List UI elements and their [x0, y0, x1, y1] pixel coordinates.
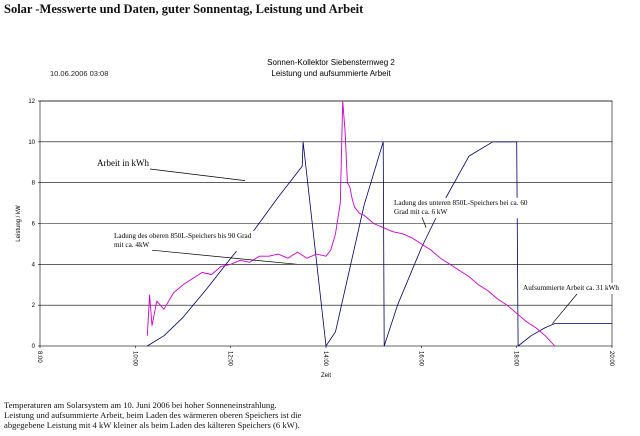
- axes: [38, 100, 613, 348]
- x-axis-label: Zeit: [321, 373, 331, 379]
- caption-line: abgegebene Leistung mit 4 kW kleiner als…: [4, 420, 300, 431]
- chart-subtitle: Leistung und aufsummierte Arbeit: [271, 69, 391, 78]
- y-tick-label: 6: [32, 222, 36, 228]
- annotation-box: [95, 157, 225, 170]
- annotation-box: [112, 230, 282, 252]
- annotation-text: Grad mit ca. 6 kW: [394, 208, 448, 216]
- x-tick-label: 12:00: [227, 351, 233, 367]
- annotation-leader: [421, 217, 427, 228]
- y-tick-label: 12: [28, 99, 35, 105]
- chart-timestamp: 10.06.2006 03:08: [50, 69, 108, 78]
- annotation-leader: [149, 168, 246, 181]
- annotation-box: [522, 282, 640, 294]
- chart-title: Sonnen-Kollektor Siebensternweg 2: [267, 58, 395, 67]
- series-line-arbeit: [147, 141, 612, 347]
- annotation-leader: [552, 293, 578, 324]
- annotation-text: mit ca. 4kW: [114, 241, 150, 249]
- annotation-text: Arbeit in kWh: [97, 158, 149, 168]
- y-tick-label: 2: [32, 303, 36, 309]
- series-line-leistung: [146, 100, 556, 347]
- page-title: Solar -Messwerte und Daten, guter Sonnen…: [4, 2, 364, 16]
- caption-line: Leistung und aufsummierte Arbeit, beim L…: [4, 410, 302, 421]
- tick-labels: 0 2 4 6 8 10 12 8:00 10:00 12:00 14:00 16:00 18:00 20…: [28, 99, 614, 367]
- x-tick-label: 20:00: [608, 351, 614, 367]
- x-tick-label: 8:00: [36, 351, 42, 363]
- annotation-text: Ladung des unteren 850L-Speichers bei ca…: [394, 199, 528, 207]
- annotation-leader: [151, 249, 298, 265]
- annotation-text: Aufsummierte Arbeit ca. 31 kWh: [523, 284, 619, 292]
- x-tick-label: 18:00: [513, 351, 519, 367]
- chart: Sonnen-Kollektor Siebensternweg 2 Leistu…: [16, 58, 640, 379]
- y-tick-label: 10: [28, 140, 35, 146]
- x-tick-label: 16:00: [417, 351, 423, 367]
- x-tick-label: 10:00: [131, 351, 137, 367]
- x-tick-label: 14:00: [322, 351, 328, 367]
- series-group: [146, 100, 612, 347]
- caption: Temperaturen am Solarsystem am 10. Juni …: [4, 400, 604, 431]
- annotation-box: [392, 197, 577, 219]
- caption-line: Temperaturen am Solarsystem am 10. Juni …: [4, 400, 277, 410]
- annotations: Arbeit in kWh Ladung des oberen 850L-Spei…: [95, 157, 640, 324]
- y-tick-label: 0: [32, 344, 36, 350]
- y-tick-label: 4: [32, 262, 36, 268]
- annotation-text: Ladung des oberen 850L-Speichers bis 90 …: [114, 232, 252, 240]
- y-tick-label: 8: [32, 181, 36, 187]
- y-axis-label: Leistung / kW: [16, 205, 22, 242]
